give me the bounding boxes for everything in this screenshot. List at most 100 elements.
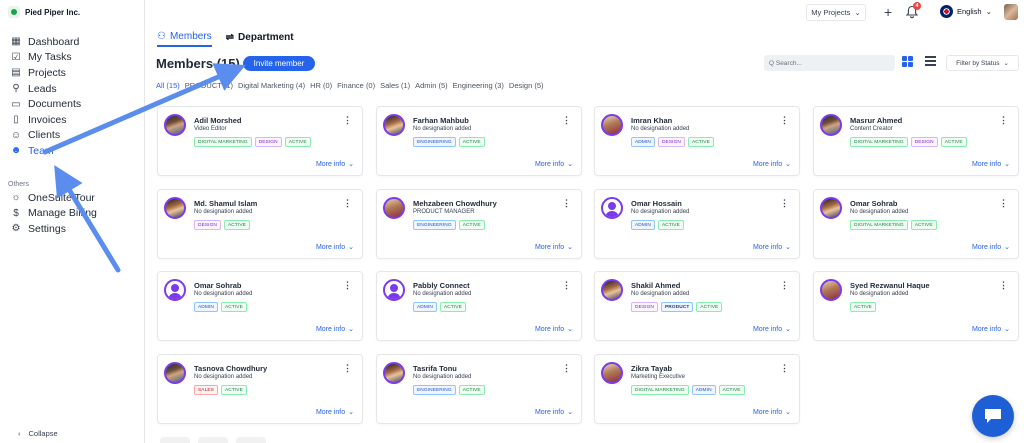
more-info-label: More info — [534, 325, 565, 333]
kebab-menu-icon[interactable]: ⋮ — [780, 198, 789, 208]
member-name: Farhan Mahbub — [413, 116, 469, 125]
tab-department[interactable]: ⇌ Department — [226, 31, 294, 47]
more-info-button[interactable]: More info ⌄ — [972, 325, 1010, 334]
kebab-menu-icon[interactable]: ⋮ — [562, 363, 571, 373]
more-info-button[interactable]: More info ⌄ — [972, 160, 1010, 169]
kebab-menu-icon[interactable]: ⋮ — [562, 280, 571, 290]
kebab-menu-icon[interactable]: ⋮ — [999, 115, 1008, 125]
tag-badge: ACTIVE — [224, 220, 250, 230]
member-card[interactable]: Pabbly Connect No designation added ⋮ ADMIN… — [376, 271, 582, 341]
avatar — [164, 362, 186, 384]
list-view-icon[interactable] — [925, 56, 936, 67]
kebab-menu-icon[interactable]: ⋮ — [562, 115, 571, 125]
sidebar-item-label: Manage Billing — [28, 207, 97, 220]
member-name: Omar Sohrab — [850, 199, 898, 208]
member-card[interactable]: Mehzabeen Chowdhury PRODUCT MANAGER ⋮ ENGIN… — [376, 189, 582, 259]
member-card[interactable]: Shakil Ahmed No designation added ⋮ DESIGN P… — [594, 271, 800, 341]
member-card[interactable]: Md. Shamul Islam No designation added ⋮ DES… — [157, 189, 363, 259]
more-info-label: More info — [752, 408, 783, 416]
member-name: Syed Rezwanul Haque — [850, 281, 930, 290]
filter-option[interactable]: PRODUCT (1) — [184, 81, 233, 90]
member-card[interactable]: Adil Morshed Video Editor ⋮ DIGITAL MARKETI… — [157, 106, 363, 176]
member-card[interactable]: Omar Hossain No designation added ⋮ ADMIN AC… — [594, 189, 800, 259]
kebab-menu-icon[interactable]: ⋮ — [999, 198, 1008, 208]
filter-option[interactable]: Finance (0) — [337, 81, 376, 90]
sidebar-item-dashboard[interactable]: ▦ Dashboard — [10, 34, 81, 50]
tag-badge: ENGINEERING — [413, 220, 456, 230]
more-info-button[interactable]: More info ⌄ — [972, 243, 1010, 252]
member-card[interactable]: Omar Sohrab No designation added ⋮ ADMIN ACT… — [157, 271, 363, 341]
member-card[interactable]: Syed Rezwanul Haque No designation added ⋮… — [813, 271, 1019, 341]
more-info-button[interactable]: More info ⌄ — [316, 408, 354, 417]
filter-option[interactable]: Engineering (3) — [452, 81, 504, 90]
sidebar-item-onesuite-tour[interactable]: ☼ OneSuite Tour — [10, 190, 97, 206]
member-name: Mehzabeen Chowdhury — [413, 199, 497, 208]
more-info-button[interactable]: More info ⌄ — [534, 325, 573, 334]
filter-option[interactable]: All (15) — [156, 81, 180, 90]
filter-status-dropdown[interactable]: Filter by Status ⌄ — [946, 55, 1019, 71]
kebab-menu-icon[interactable]: ⋮ — [999, 280, 1008, 290]
filter-option[interactable]: HR (0) — [310, 81, 333, 90]
member-card[interactable]: Zikra Tayab Marketing Executive ⋮ DIGITAL M… — [594, 354, 800, 424]
user-avatar[interactable] — [1004, 4, 1018, 20]
kebab-menu-icon[interactable]: ⋮ — [343, 280, 352, 290]
tag-badge: ACTIVE — [657, 220, 684, 230]
grid-view-icon[interactable] — [902, 56, 913, 67]
language-selector[interactable]: English ⌄ — [940, 5, 992, 18]
kebab-menu-icon[interactable]: ⋮ — [343, 115, 352, 125]
member-card[interactable]: Omar Sohrab No designation added ⋮ DIGITAL … — [813, 189, 1019, 259]
kebab-menu-icon[interactable]: ⋮ — [343, 198, 352, 208]
invite-member-button[interactable]: Invite member — [243, 56, 315, 71]
filter-option[interactable]: Digital Marketing (4) — [237, 81, 306, 90]
more-info-button[interactable]: More info ⌄ — [535, 408, 573, 417]
filter-option[interactable]: Design (5) — [508, 81, 544, 90]
projects-dropdown[interactable]: My Projects ⌄ — [806, 4, 866, 21]
chevron-down-icon: ⌄ — [985, 7, 992, 16]
member-card[interactable]: Tasrifa Tonu No designation added ⋮ ENGINEE… — [376, 354, 582, 424]
more-info-button[interactable]: More info ⌄ — [316, 160, 354, 169]
kebab-menu-icon[interactable]: ⋮ — [343, 363, 352, 373]
sidebar-item-team[interactable]: ☻ Team — [10, 143, 81, 159]
member-tags: ENGINEERING ACTIVE — [413, 385, 485, 395]
kebab-menu-icon[interactable]: ⋮ — [780, 280, 789, 290]
tag-badge: ACTIVE — [850, 302, 876, 312]
sidebar-item-leads[interactable]: ⚲ Leads — [10, 81, 81, 97]
brand[interactable]: Pied Piper Inc. — [8, 6, 80, 18]
kebab-menu-icon[interactable]: ⋮ — [780, 363, 789, 373]
member-card[interactable]: Tasnova Chowdhury No designation added ⋮ SA… — [157, 354, 363, 424]
sidebar-item-invoices[interactable]: ▯ Invoices — [10, 112, 81, 128]
more-info-button[interactable]: More info ⌄ — [753, 160, 791, 169]
member-card[interactable]: Farhan Mahbub No designation added ⋮ ENGINE… — [376, 106, 582, 176]
tag-badge: ACTIVE — [696, 302, 723, 312]
collapse-button[interactable]: ‹ Collapse — [18, 429, 58, 438]
avatar — [383, 114, 405, 136]
more-info-button[interactable]: More info ⌄ — [316, 243, 354, 252]
kebab-menu-icon[interactable]: ⋮ — [780, 115, 789, 125]
more-info-button[interactable]: More info ⌄ — [752, 408, 791, 417]
sidebar-item-documents[interactable]: ▭ Documents — [10, 96, 81, 112]
collapse-label: Collapse — [28, 429, 58, 438]
language-label: English — [957, 7, 982, 16]
chat-button[interactable] — [972, 395, 1014, 437]
sidebar-item-projects[interactable]: ▤ Projects — [10, 65, 81, 81]
more-info-button[interactable]: More info ⌄ — [753, 325, 791, 334]
more-info-button[interactable]: More info ⌄ — [535, 160, 573, 169]
chevron-down-icon: ⌄ — [1003, 60, 1009, 67]
sidebar-item-my-tasks[interactable]: ☑ My Tasks — [10, 50, 81, 66]
tab-members[interactable]: ⚇ Members — [157, 31, 212, 47]
filter-option[interactable]: Admin (5) — [415, 81, 448, 90]
sidebar-item-clients[interactable]: ☺ Clients — [10, 128, 81, 144]
more-info-button[interactable]: More info ⌄ — [535, 243, 573, 252]
kebab-menu-icon[interactable]: ⋮ — [562, 198, 571, 208]
search-input[interactable]: Q Search... — [764, 55, 895, 71]
tag-badge: ACTIVE — [687, 137, 714, 147]
add-button[interactable]: + — [884, 4, 893, 20]
member-card[interactable]: Imran Khan No designation added ⋮ ADMIN DESI… — [594, 106, 800, 176]
sidebar-item-settings[interactable]: ⚙ Settings — [10, 221, 97, 237]
chat-icon — [985, 409, 1001, 423]
member-card[interactable]: Masrur Ahmed Content Creator ⋮ DIGITAL MARK… — [813, 106, 1019, 176]
filter-option[interactable]: Sales (1) — [380, 81, 411, 90]
more-info-button[interactable]: More info ⌄ — [316, 325, 354, 334]
more-info-button[interactable]: More info ⌄ — [753, 243, 791, 252]
sidebar-item-manage-billing[interactable]: $ Manage Billing — [10, 206, 97, 222]
